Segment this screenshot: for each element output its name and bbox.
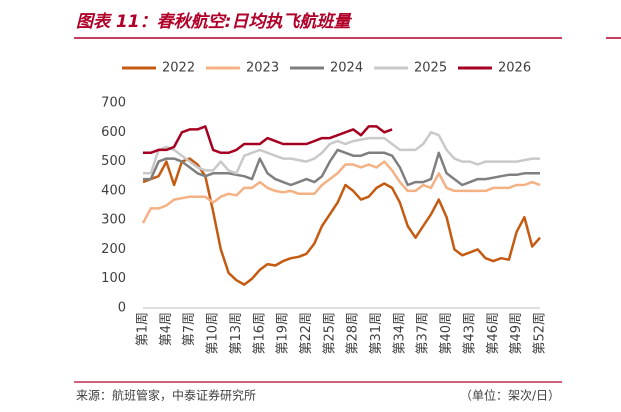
source: 来源：航班管家，中泰证券研究所 [76,388,256,403]
y-tick-label: 400 [101,183,126,198]
x-tick-label: 第22周 [299,312,314,355]
x-tick-label: 第16周 [252,312,267,355]
y-tick-label: 100 [101,271,126,286]
x-tick-label: 第1周 [136,312,151,346]
x-tick-label: 第4周 [159,312,174,346]
x-tick-label: 第31周 [369,312,384,355]
x-tick-label: 第10周 [206,312,221,355]
x-tick-label: 第46周 [486,312,501,355]
legend-label: 2024 [330,61,363,76]
y-tick-label: 0 [118,301,126,316]
chart-title: 图表 11：春秋航空:日均执飞航班量 [76,12,352,32]
x-tick-label: 第7周 [182,312,197,346]
unit: （单位：架次/日） [460,388,560,403]
x-tick-label: 第13周 [229,312,244,355]
legend-label: 2022 [162,61,195,76]
legend-label: 2026 [498,61,531,76]
x-tick-label: 第28周 [346,312,361,355]
y-tick-label: 600 [101,125,126,140]
x-tick-label: 第40周 [439,312,454,355]
x-tick-label: 第49周 [509,312,524,355]
y-tick-label: 700 [101,96,126,111]
x-tick-label: 第37周 [416,312,431,355]
series-line [143,131,540,175]
y-tick-label: 500 [101,154,126,169]
y-tick-label: 300 [101,213,126,228]
x-tick-label: 第43周 [462,312,477,355]
x-tick-label: 第25周 [322,312,337,355]
series-line [143,148,540,187]
series-line [142,157,541,286]
series-line [143,125,393,155]
x-tick-label: 第19周 [276,312,291,355]
x-tick-label: 第52周 [533,312,548,355]
series-line [141,160,541,224]
x-tick-label: 第34周 [392,312,407,355]
y-tick-label: 200 [101,242,126,257]
legend-label: 2023 [246,61,279,76]
legend-label: 2025 [414,61,447,76]
